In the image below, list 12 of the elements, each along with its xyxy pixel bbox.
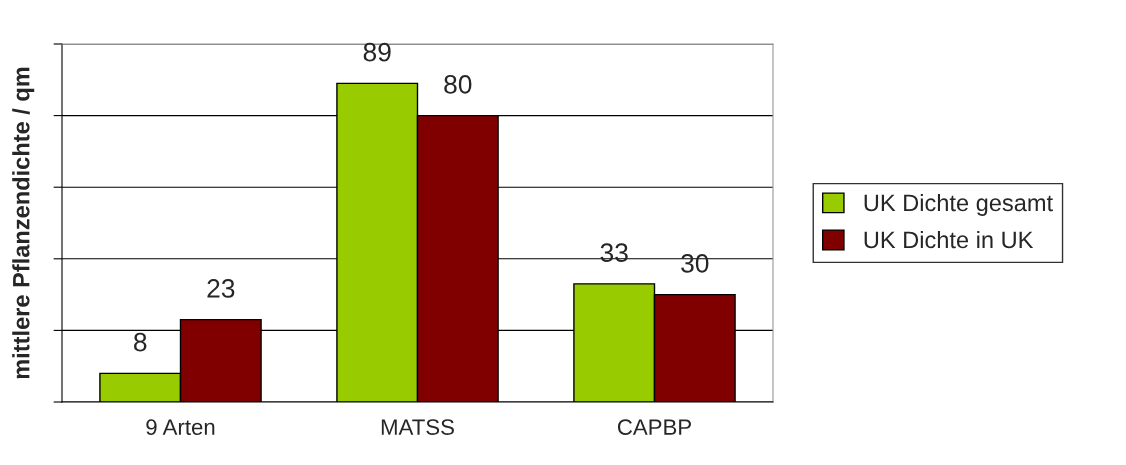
y-axis-title: mittlere Pflanzendichte / qm [12,67,35,379]
data-label: 33 [600,243,628,262]
data-label: 8 [134,332,147,352]
legend-label: UK Dichte gesamt [864,193,1053,216]
data-label: 80 [444,75,472,94]
data-label: 89 [363,42,391,62]
data-label: 30 [681,254,709,273]
legend-label: UK Dichte in UK [864,230,1034,249]
x-tick-label: 9 Arten [146,419,215,435]
data-label: 23 [207,279,235,298]
x-tick-label: CAPBP [617,419,691,435]
x-tick-label: MATSS [381,419,454,435]
